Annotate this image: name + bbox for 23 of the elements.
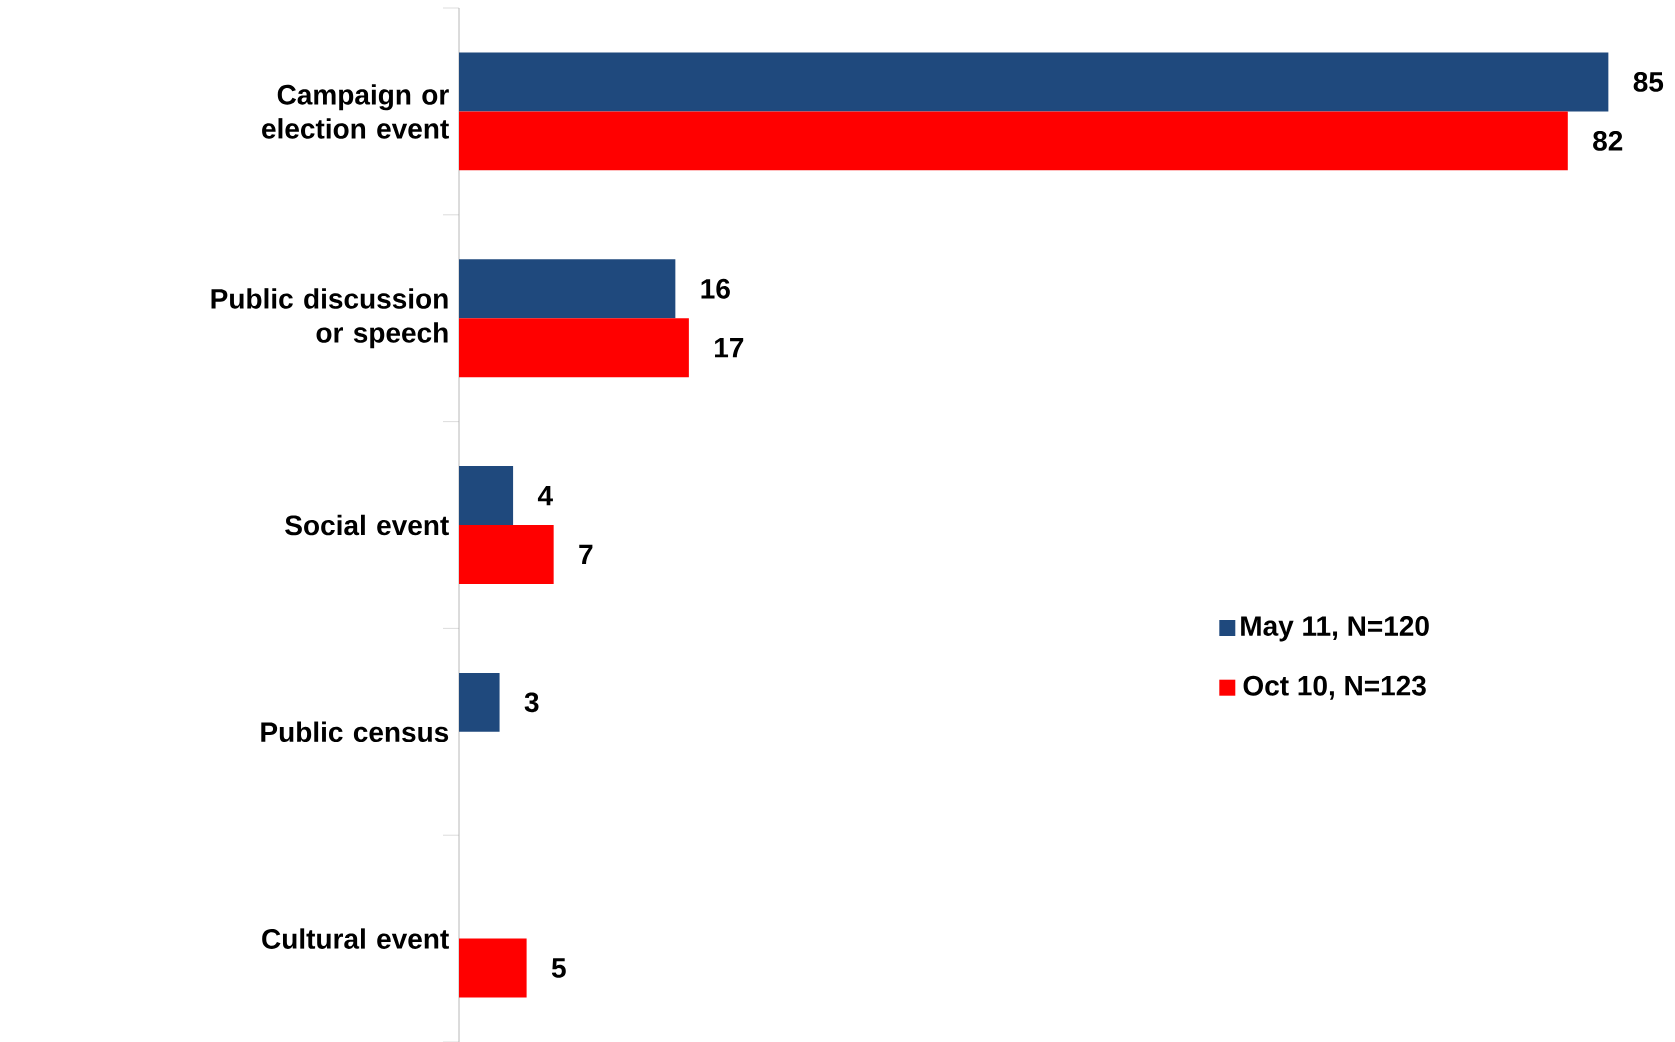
bar: [459, 938, 527, 998]
data-label: 16: [701, 278, 730, 299]
bar: [459, 52, 1609, 112]
y-tick-label: Public census: [261, 721, 449, 743]
data-label: 5: [551, 958, 566, 978]
bar: [459, 525, 554, 584]
bar: [459, 111, 1568, 171]
legend-label: May 11, N=120: [1241, 616, 1429, 642]
data-label: 7: [579, 544, 593, 565]
data-label: 3: [524, 692, 539, 713]
data-label: 85: [1633, 72, 1664, 92]
bar: [459, 259, 676, 319]
bar: [459, 466, 514, 526]
y-tick-label: Cultural event: [262, 928, 449, 949]
bar: [459, 318, 689, 378]
data-label: 17: [715, 338, 744, 358]
data-label: 82: [1593, 130, 1623, 151]
y-tick-label: Social event: [285, 514, 449, 536]
bar: [459, 672, 500, 732]
legend-label: Oct 10, N=123: [1243, 675, 1426, 700]
data-label: 4: [537, 485, 553, 506]
y-tick-label: Public discussion or speech: [211, 288, 448, 349]
y-tick-label: Campaign or election event: [262, 84, 449, 139]
